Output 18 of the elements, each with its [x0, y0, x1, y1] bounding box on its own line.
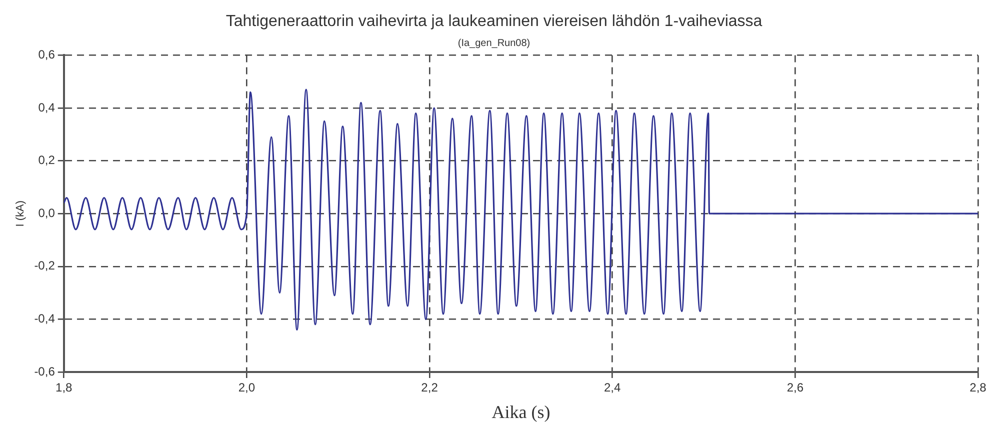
y-axis-title: I (kA) — [14, 200, 27, 227]
chart-subtitle: (Ia_gen_Run08) — [458, 38, 530, 49]
x-tick-label: 1,8 — [56, 380, 73, 395]
y-tick-label: -0,6 — [34, 364, 56, 378]
x-tick-label: 2,6 — [786, 380, 804, 395]
chart-title: Tahtigeneraattorin vaihevirta ja laukeaminen viereisen lähdön 1-vaiheviassa — [226, 13, 762, 30]
x-axis-title: Aika (s) — [492, 402, 550, 422]
x-tick-label: 2,0 — [238, 380, 256, 395]
y-tick-label: 0,6 — [38, 48, 56, 62]
x-tick-label: 2,4 — [604, 380, 622, 395]
y-tick-label: -0,4 — [34, 312, 56, 326]
y-tick-label: 0,0 — [38, 206, 56, 220]
y-tick-label: 0,4 — [38, 100, 56, 114]
y-tick-label: -0,2 — [34, 258, 56, 273]
x-tick-label: 2,8 — [970, 380, 987, 395]
x-tick-label: 2,2 — [421, 380, 438, 395]
line-series — [64, 88, 978, 331]
y-tick-label: 0,2 — [38, 153, 56, 168]
